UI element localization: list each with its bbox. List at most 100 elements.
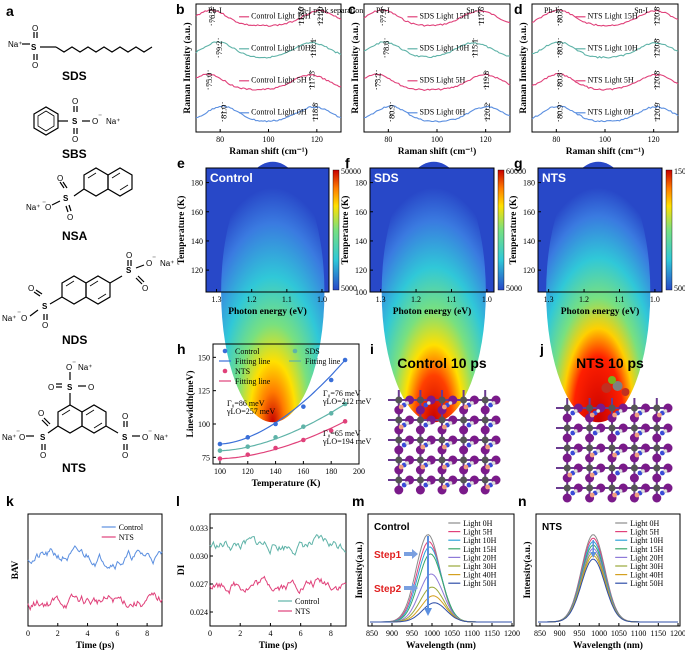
metal-atom (416, 456, 424, 464)
y-tick-label: 120 (355, 266, 367, 275)
metal-atom (460, 416, 468, 424)
legend-label: Light 30H (463, 562, 496, 571)
time-series-line (27, 591, 163, 612)
spectrum-line (370, 595, 512, 623)
legend-label: Light 20H (630, 553, 663, 562)
tin-atom (485, 484, 490, 490)
colorbar (665, 169, 673, 291)
x-tick-label: 160 (297, 467, 309, 476)
x-tick-label: 1.0 (317, 295, 327, 304)
cation-atom (570, 450, 576, 456)
iodine-atom (629, 473, 639, 483)
raman-series-line (531, 9, 679, 27)
x-tick-label: 1.2 (411, 295, 421, 304)
oxygen-label: O (57, 174, 63, 183)
metal-atom (416, 476, 424, 484)
lattice-render-nts (556, 376, 673, 503)
heatmap-title: Control (210, 171, 253, 185)
plot-frame (205, 167, 330, 293)
annotation: Sn-I (634, 6, 648, 15)
legend-label: NTS (295, 607, 310, 616)
y-tick-label: 0.030 (190, 552, 208, 561)
legend-marker (222, 368, 228, 374)
x-tick-label: 100 (214, 467, 226, 476)
heatmap-nts: NTS 1.3 1.2 1.1 1.0 120 140 160 180 Photon energy… (508, 161, 685, 423)
fit-parameter: γLO=194 meV (322, 437, 371, 446)
metal-atom (586, 404, 594, 412)
x-tick-label: 100 (431, 135, 443, 144)
data-point (301, 437, 306, 443)
peak-value-label: 120.8 (653, 7, 662, 25)
ion-label: Na⁺ (78, 363, 92, 372)
metal-atom (438, 416, 446, 424)
ion-label: Na⁺ (160, 259, 174, 268)
peak-value-label: 79.2 (215, 41, 224, 55)
raman-series-line (531, 104, 679, 123)
sulfur-label: S (126, 266, 132, 275)
colorbar-min-label: 5000 (506, 284, 522, 293)
simulation-nts: NTS 10 ps (556, 355, 673, 503)
x-axis-label: Wavelength (nm) (406, 640, 476, 651)
tin-atom (398, 464, 404, 470)
x-tick-label: 100 (263, 135, 275, 144)
raman-series-line (364, 104, 511, 123)
legend-label: NTS (235, 367, 250, 376)
x-tick-label: 1.1 (446, 295, 456, 304)
hydrogen-atom (573, 449, 578, 453)
sulfur-label: S (122, 433, 128, 442)
x-tick-label: 1.0 (650, 295, 660, 304)
panel-label-d: d (514, 1, 523, 17)
y-tick-label: 100 (198, 420, 210, 429)
fit-parameter: Γ₀=86 meV (227, 399, 265, 408)
charge-label: ⁻ (152, 254, 156, 263)
hydrogen-atom (448, 481, 453, 485)
iodine-atom (652, 493, 662, 503)
oxygen-label: O (92, 117, 98, 126)
series-label: Control Light 15H (251, 12, 311, 21)
iodine-atom (562, 453, 572, 463)
x-tick-label: 0 (26, 629, 30, 638)
hydrogen-atom (641, 409, 645, 413)
molecule-name-nsa: NSA (62, 229, 88, 243)
oxygen-label: O (88, 383, 94, 392)
metal-atom (481, 396, 489, 404)
metal-atom (608, 424, 616, 432)
time-series-line (209, 534, 347, 556)
iodine-atom (562, 413, 572, 423)
panel-label-c: c (348, 1, 356, 17)
tin-atom (420, 444, 426, 450)
metal-atom (563, 464, 571, 472)
oxygen-label: O (142, 284, 148, 293)
hydrogen-atom (596, 469, 601, 473)
hydrogen-atom (426, 441, 431, 445)
oxygen-label: O (40, 451, 46, 460)
x-tick-label: 120 (311, 135, 323, 144)
tin-atom (612, 492, 617, 498)
iodine-atom (562, 493, 572, 503)
iodine-atom (607, 433, 617, 443)
plot-frame (535, 513, 681, 627)
metal-atom (586, 444, 594, 452)
molecule-nsa (51, 167, 133, 213)
iodine-atom (652, 453, 662, 463)
x-tick-label: 1.3 (376, 295, 386, 304)
x-axis-label: Photon energy (eV) (228, 306, 307, 317)
hydrogen-atom (426, 481, 431, 485)
metal-atom (608, 444, 616, 452)
legend-label: Control (295, 597, 320, 606)
tin-atom (657, 412, 662, 418)
peak-value-label: 80.9 (556, 41, 565, 55)
hydrogen-atom (405, 401, 410, 405)
series-label: SDS Light 10H (419, 44, 469, 53)
x-axis-label: Raman shift (cm⁻¹) (229, 146, 308, 157)
hydrogen-atom (470, 441, 474, 445)
charge-label: ⁻ (98, 112, 102, 121)
panel-label-b: b (176, 1, 185, 17)
cation-atom (570, 490, 576, 496)
sim-title-control: Control 10 ps (397, 355, 487, 371)
oxygen-label: O (72, 97, 78, 106)
x-tick-label: 120 (242, 467, 254, 476)
hydrogen-atom (491, 401, 496, 405)
oxygen-label: O (72, 135, 78, 144)
hydrogen-atom (448, 461, 453, 465)
